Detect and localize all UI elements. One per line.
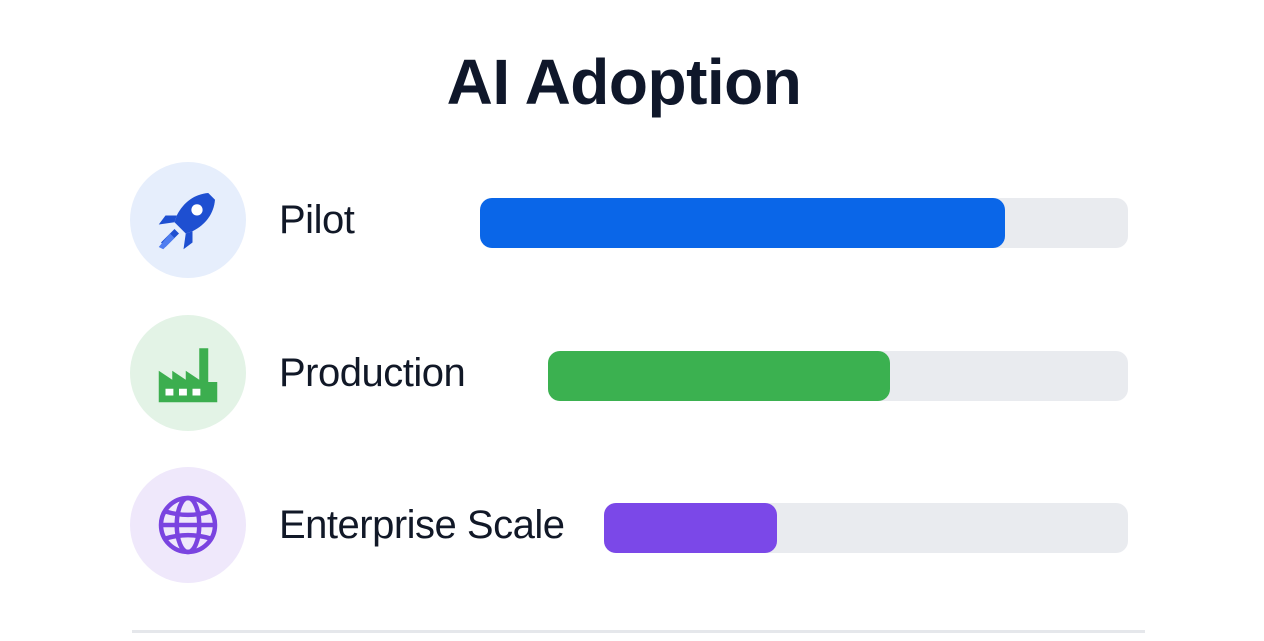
bar-label: Pilot (279, 198, 355, 242)
bar-label: Production (279, 351, 466, 395)
bar-pilot (480, 198, 1005, 248)
bar-track (548, 351, 1128, 401)
chart-title: AI Adoption (446, 46, 802, 118)
icon-badge (130, 467, 246, 583)
factory-icon (158, 348, 218, 403)
bottom-divider (132, 630, 1145, 633)
rocket-icon (158, 193, 215, 250)
bar-enterprise-scale (604, 503, 777, 553)
bar-track (604, 503, 1128, 553)
bar-row-production: Production (130, 315, 1130, 433)
globe-icon (158, 495, 218, 555)
icon-badge (130, 162, 246, 278)
bar-production (548, 351, 891, 401)
bar-label: Enterprise Scale (279, 503, 565, 547)
bar-row-pilot: Pilot (130, 162, 1130, 280)
bar-row-enterprise-scale: Enterprise Scale (130, 467, 1130, 585)
bar-track (480, 198, 1128, 248)
icon-badge (130, 315, 246, 431)
